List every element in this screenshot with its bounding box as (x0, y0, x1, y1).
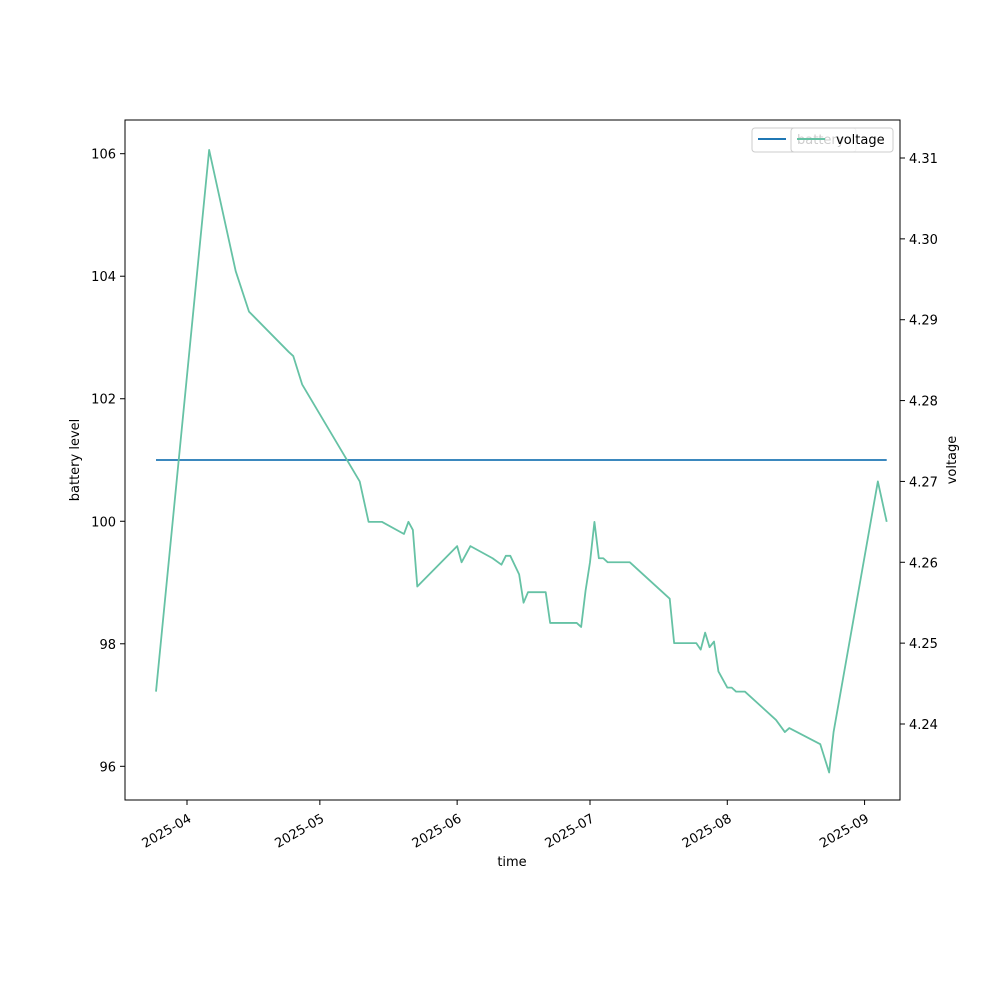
legend-voltage: voltage (790, 127, 894, 153)
y2-tick-label: 4.28 (909, 395, 938, 410)
y2-axis-label: voltage (945, 436, 960, 485)
plot-frame (124, 119, 901, 801)
series-line-voltage (155, 149, 888, 774)
y-tick-label: 100 (91, 515, 116, 530)
y-axis-label: battery level (68, 419, 83, 502)
y2-tick-label: 4.25 (909, 637, 938, 652)
y-tick-label: 104 (91, 270, 116, 285)
y-tick-label: 102 (91, 393, 116, 408)
y2-tick-label: 4.29 (909, 314, 938, 329)
legend-voltage-frame (790, 127, 894, 153)
legend-voltage-label: voltage (836, 133, 885, 148)
y2-tick-label: 4.27 (909, 475, 938, 490)
y2-tick-label: 4.24 (909, 718, 938, 733)
y-tick-label: 106 (91, 148, 116, 163)
y2-tick-label: 4.30 (909, 233, 938, 248)
series-lines (155, 149, 888, 774)
y2-tick-label: 4.31 (909, 152, 938, 167)
y2-axis-ticks: 4.24 4.25 4.26 4.27 4.28 4.29 4.30 4.31 (900, 152, 938, 733)
y-tick-label: 96 (99, 760, 116, 775)
x-axis-label: time (497, 855, 526, 870)
y-axis-ticks: 96 98 100 102 104 106 (91, 148, 125, 775)
y2-tick-label: 4.26 (909, 556, 938, 571)
y-tick-label: 98 (99, 638, 116, 653)
